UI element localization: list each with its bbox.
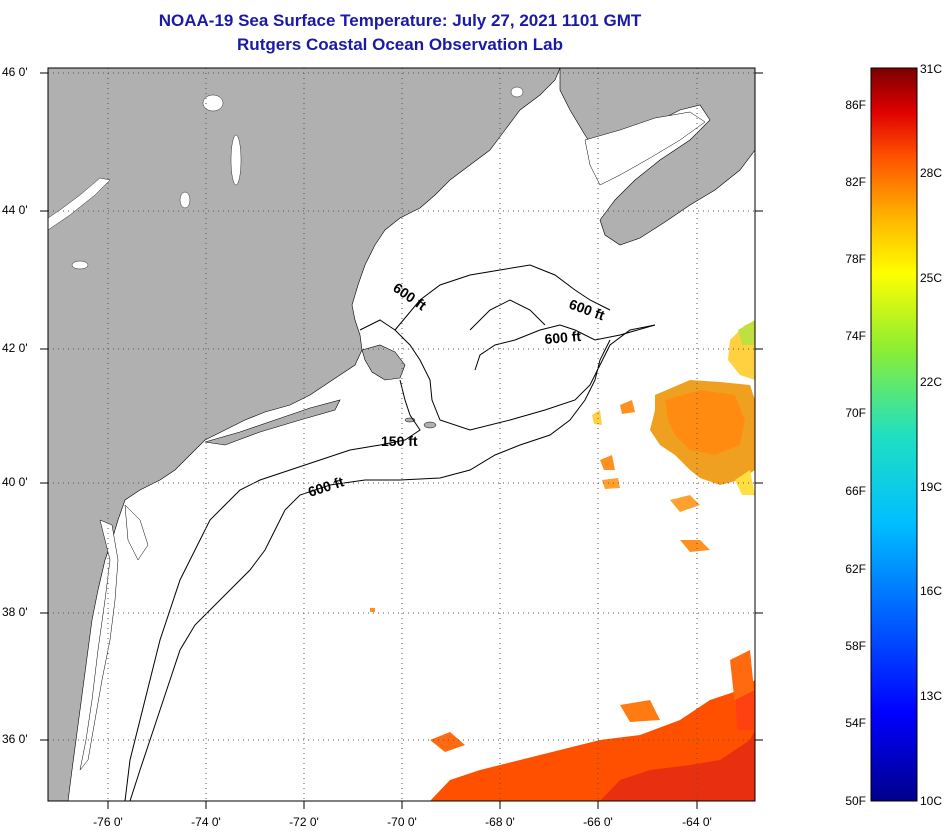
colorbar-f-label: 62F <box>845 562 866 576</box>
lon-label: -72 0' <box>289 815 319 829</box>
colorbar-c-label: 25C <box>920 271 942 285</box>
lat-label: 44 0' <box>2 203 28 217</box>
colorbar-c-label: 19C <box>920 480 942 494</box>
colorbar-c-label: 31C <box>920 62 942 76</box>
lon-label: -64 0' <box>682 815 712 829</box>
lon-label: -74 0' <box>191 815 221 829</box>
colorbar-f-label: 54F <box>845 716 866 730</box>
lat-label: 42 0' <box>2 341 28 355</box>
colorbar <box>870 67 918 802</box>
graticule <box>48 68 755 801</box>
colorbar-c-label: 22C <box>920 375 942 389</box>
bay-fundy <box>584 111 706 186</box>
lat-label: 38 0' <box>2 605 28 619</box>
colorbar-c-label: 16C <box>920 584 942 598</box>
lon-label: -66 0' <box>583 815 613 829</box>
colorbar-c-label: 10C <box>920 794 942 808</box>
lon-label: -68 0' <box>485 815 515 829</box>
lake-water <box>48 177 111 231</box>
colorbar-c-label: 13C <box>920 689 942 703</box>
title-line-1: NOAA-19 Sea Surface Temperature: July 27… <box>158 11 642 30</box>
chesapeake-bay <box>79 519 119 771</box>
colorbar-f-label: 78F <box>845 252 866 266</box>
land-mainland <box>48 68 561 801</box>
lat-label: 46 0' <box>2 65 28 79</box>
land-cape-cod <box>361 344 406 381</box>
colorbar-f-label: 70F <box>845 406 866 420</box>
colorbar-f-label: 82F <box>845 175 866 189</box>
title-line-2: Rutgers Coastal Ocean Observation Lab <box>237 35 563 54</box>
lon-label: -76 0' <box>93 815 123 829</box>
bathymetry-contours <box>124 264 656 801</box>
delaware-bay <box>124 504 149 561</box>
colorbar-f-label: 66F <box>845 484 866 498</box>
sst-data <box>370 320 755 801</box>
lat-label: 36 0' <box>2 732 28 746</box>
lat-label: 40 0' <box>2 475 28 489</box>
contour-label: 150 ft <box>381 433 418 449</box>
colorbar-c-label: 28C <box>920 166 942 180</box>
colorbar-f-label: 50F <box>845 794 866 808</box>
land-long-island <box>204 399 341 446</box>
colorbar-f-label: 74F <box>845 329 866 343</box>
colorbar-f-label: 58F <box>845 639 866 653</box>
colorbar-f-label: 86F <box>845 98 866 112</box>
axis-ticks <box>40 72 763 809</box>
lon-label: -70 0' <box>387 815 417 829</box>
contour-label: 600 ft <box>544 328 582 347</box>
